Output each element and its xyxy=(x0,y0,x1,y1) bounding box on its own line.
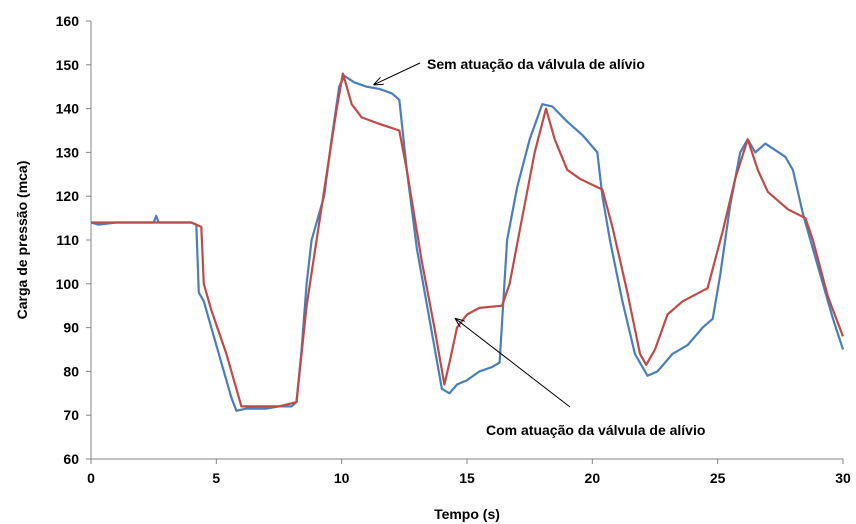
x-tick-label: 30 xyxy=(835,470,851,486)
y-tick-label: 100 xyxy=(56,276,80,292)
x-tick-label: 5 xyxy=(212,470,220,486)
y-tick-label: 60 xyxy=(63,451,79,467)
y-axis-title: Carga de pressão (mca) xyxy=(14,161,30,320)
y-tick-label: 150 xyxy=(56,57,80,73)
annotation-label: Sem atuação da válvula de alívio xyxy=(427,56,645,72)
y-tick-label: 110 xyxy=(56,232,79,248)
ticks: 60 70 80 90 100 110 120 130 140 150 160 0 5 10 15 20 25 3… xyxy=(56,13,851,486)
annotation-arrow xyxy=(456,319,571,408)
y-tick-label: 80 xyxy=(63,363,79,379)
series-line-1 xyxy=(90,74,845,412)
y-tick-label: 120 xyxy=(56,188,80,204)
x-tick-label: 20 xyxy=(585,470,601,486)
axes xyxy=(90,21,843,460)
annotation-arrow xyxy=(374,62,421,85)
y-tick-label: 90 xyxy=(63,320,79,336)
annotation-label: Com atuação da válvula de alívio xyxy=(486,422,705,438)
y-tick-label: 130 xyxy=(56,144,80,160)
x-tick-label: 0 xyxy=(87,470,95,486)
x-tick-label: 10 xyxy=(334,470,350,486)
series-layer xyxy=(90,72,845,412)
x-axis-title: Tempo (s) xyxy=(434,506,500,522)
x-tick-label: 25 xyxy=(710,470,726,486)
y-tick-label: 70 xyxy=(63,407,79,423)
annotations: Sem atuação da válvula de alívio Com atua… xyxy=(374,56,705,438)
y-tick-label: 160 xyxy=(56,13,80,29)
series-line-2 xyxy=(91,72,845,408)
x-tick-label: 15 xyxy=(459,470,475,486)
y-tick-label: 140 xyxy=(56,101,80,117)
